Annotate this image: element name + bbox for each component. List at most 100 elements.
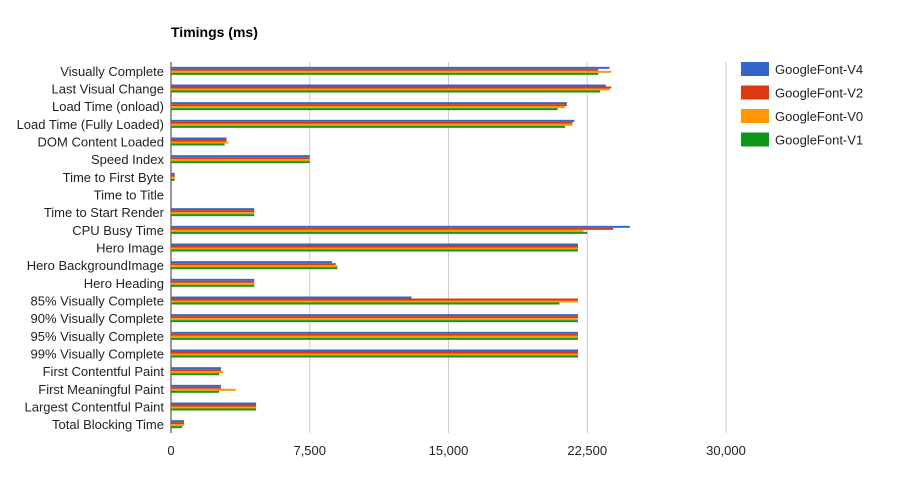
chart-title: Timings (ms) [171,24,258,40]
bar [171,174,175,177]
bar [171,302,560,305]
bar [171,371,223,374]
category-label: First Contentful Paint [43,364,165,379]
category-label: Largest Contentful Paint [25,400,165,415]
bar [171,212,255,215]
category-label: Speed Index [91,152,165,167]
x-tick-label: 7,500 [293,443,326,458]
bar [171,210,255,213]
bar [171,420,184,423]
bar [171,123,573,126]
legend: GoogleFont-V4 GoogleFont-V2 GoogleFont-V0 G… [741,62,863,148]
bar [171,282,255,285]
bar [171,70,612,73]
category-label: Time to First Byte [63,170,164,185]
legend-swatch [741,109,769,123]
bar [171,229,584,232]
bar [171,231,588,234]
bar [171,121,573,124]
x-tick-label: 15,000 [429,443,469,458]
bar [171,335,578,338]
bar [171,159,310,162]
bar [171,227,614,230]
bar [171,296,412,299]
bar [171,390,220,393]
x-tick-label: 30,000 [706,443,746,458]
legend-swatch [741,132,769,147]
legend-label: GoogleFont-V4 [775,62,863,77]
bar [171,314,578,317]
bar [171,108,558,111]
bar [171,68,599,71]
category-label: 95% Visually Complete [31,329,164,344]
bar [171,267,338,270]
bar [171,402,257,405]
bar [171,331,578,334]
legend-label: GoogleFont-V1 [775,133,863,148]
legend-label: GoogleFont-V2 [775,86,863,101]
bar [171,157,310,160]
bar [171,278,255,281]
bar [171,422,184,425]
bar [171,369,221,372]
x-tick-label: 22,500 [567,443,607,458]
category-label: Load Time (onload) [52,99,164,114]
bar [171,102,567,105]
category-label: First Meaningful Paint [38,382,164,397]
bar [171,408,257,411]
bar [171,119,575,122]
bar [171,300,578,303]
bar [171,298,578,301]
category-labels: Visually Complete Last Visual Change Load … [17,64,165,432]
category-label: Load Time (Fully Loaded) [17,117,164,132]
bar [171,406,257,409]
bar [171,261,332,264]
bar [171,106,566,109]
bar [171,84,606,87]
bar [171,137,227,140]
bar [171,139,227,142]
category-label: Hero Image [96,241,164,256]
category-label: Time to Start Render [44,205,165,220]
bar [171,263,336,266]
bar [171,176,175,179]
category-label: Total Blocking Time [52,417,164,432]
category-label: Last Visual Change [51,82,164,97]
category-label: CPU Busy Time [72,223,164,238]
category-label: Hero BackgroundImage [27,258,164,273]
bar [171,388,236,391]
bar [171,337,578,340]
bar [171,225,630,228]
bar [171,280,255,283]
bar [171,318,578,321]
x-axis-tick-labels: 0 7,500 15,000 22,500 30,000 [167,443,746,458]
bar [171,351,578,354]
bar [171,161,310,164]
bar [171,384,221,387]
bar [171,125,566,128]
bar [171,172,175,175]
bars-group [171,66,630,429]
bar [171,353,578,356]
bar [171,316,578,319]
bar [171,143,225,146]
bar [171,265,338,268]
bar [171,72,599,75]
bar [171,249,578,252]
bar [171,214,255,217]
category-label: 99% Visually Complete [31,347,164,362]
bar [171,426,183,429]
bar [171,424,184,427]
bar [171,333,578,336]
bar [171,66,610,69]
bar [171,355,578,358]
category-label: DOM Content Loaded [38,135,164,150]
bar [171,320,578,323]
bar [171,178,175,181]
bar [171,141,229,144]
bar [171,404,257,407]
bar [171,245,578,248]
bar [171,284,255,287]
bar [171,208,255,211]
